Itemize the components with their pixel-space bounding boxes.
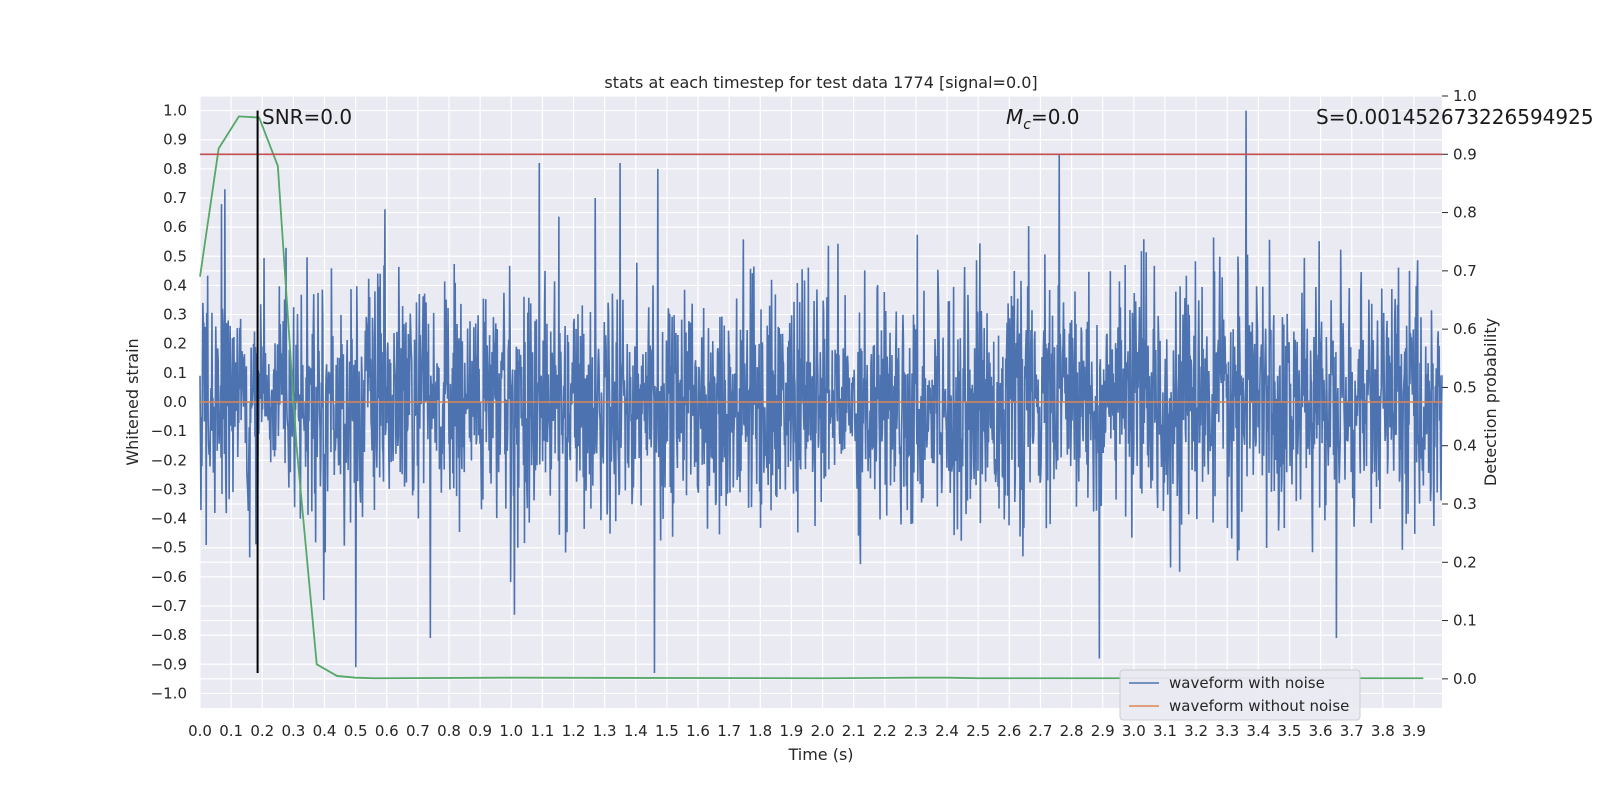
x-tick-label: 0.6	[375, 722, 399, 740]
chart-title: stats at each timestep for test data 177…	[604, 73, 1037, 92]
y2-axis-label: Detection probability	[1481, 318, 1500, 486]
legend-label-clean: waveform without noise	[1169, 697, 1349, 715]
overlay-lines	[200, 110, 1442, 674]
x-tick-labels: 0.0 0.1 0.2 0.3 0.4 0.5 0.6 0.7 0.8 0.9 1.0 1.1 1.2 1…	[188, 722, 1426, 740]
x-tick-label: 1.8	[748, 722, 772, 740]
y-tick-label: 0.5	[163, 247, 187, 265]
x-tick-label: 0.3	[281, 722, 305, 740]
x-tick-label: 1.0	[499, 722, 523, 740]
y-tick-label: −0.6	[151, 568, 187, 586]
y-tick-label: 0.6	[163, 218, 187, 236]
legend: waveform with noise waveform without noi…	[1119, 669, 1361, 721]
x-tick-label: 3.6	[1309, 722, 1333, 740]
x-tick-label: 3.2	[1184, 722, 1208, 740]
y-tick-label: −0.8	[151, 626, 187, 644]
y2-tick-label: 0.5	[1453, 378, 1477, 396]
y-tick-label: −0.9	[151, 655, 187, 673]
y2-tick-label: 0.3	[1453, 495, 1477, 513]
y2-tick-label: 0.2	[1453, 553, 1477, 571]
x-tick-label: 2.3	[904, 722, 928, 740]
y2-tick-label: 0.4	[1453, 437, 1477, 455]
x-tick-label: 0.7	[406, 722, 430, 740]
x-tick-label: 1.4	[624, 722, 648, 740]
y-tick-label: 0.0	[163, 393, 187, 411]
x-tick-label: 1.5	[655, 722, 679, 740]
y-tick-label: 0.4	[163, 276, 187, 294]
x-tick-label: 3.5	[1278, 722, 1302, 740]
x-tick-label: 3.3	[1215, 722, 1239, 740]
y2-tick-label: 0.7	[1453, 262, 1477, 280]
x-tick-label: 0.9	[468, 722, 492, 740]
y-tick-label: 1.0	[163, 102, 187, 120]
y-tick-label: 0.8	[163, 160, 187, 178]
x-axis-label: Time (s)	[787, 745, 853, 764]
y-tick-label: −0.7	[151, 597, 187, 615]
y-tick-label: −0.1	[151, 422, 187, 440]
x-tick-label: 0.2	[250, 722, 274, 740]
y-tick-label: 0.1	[163, 364, 187, 382]
x-tick-label: 3.9	[1402, 722, 1426, 740]
y-tick-label: −0.4	[151, 510, 187, 528]
x-tick-label: 2.6	[997, 722, 1021, 740]
x-tick-label: 1.7	[717, 722, 741, 740]
y-tick-label: 0.3	[163, 306, 187, 324]
x-tick-label: 1.3	[593, 722, 617, 740]
y-axis-label: Whitened strain	[123, 338, 142, 465]
annotation-s: S=0.00145267322659492​5	[1316, 105, 1594, 129]
x-tick-label: 1.9	[779, 722, 803, 740]
x-tick-label: 2.0	[811, 722, 835, 740]
x-tick-label: 1.2	[562, 722, 586, 740]
x-tick-label: 2.8	[1060, 722, 1084, 740]
x-tick-label: 3.7	[1340, 722, 1364, 740]
y2-tick-label: 0.0	[1453, 670, 1477, 688]
y2-tick-label: 0.6	[1453, 320, 1477, 338]
annotation-mc-sub: c	[1023, 117, 1031, 133]
x-tick-label: 0.0	[188, 722, 212, 740]
y-tick-label: −0.5	[151, 539, 187, 557]
x-tick-label: 3.0	[1122, 722, 1146, 740]
x-tick-label: 2.7	[1029, 722, 1053, 740]
y-tick-label: 0.9	[163, 131, 187, 149]
annotation-mc-symbol: M	[1006, 105, 1023, 129]
x-tick-label: 2.1	[842, 722, 866, 740]
y2-tick-label: 0.9	[1453, 145, 1477, 163]
y2-tick-labels: 1.0 0.9 0.8 0.7 0.6 0.5 0.4 0.3 0.2 0.1 0.0	[1442, 87, 1477, 688]
series-detection-probability	[199, 115, 1424, 680]
x-tick-label: 2.2	[873, 722, 897, 740]
x-tick-label: 0.1	[219, 722, 243, 740]
x-tick-label: 2.4	[935, 722, 959, 740]
x-tick-label: 2.9	[1091, 722, 1115, 740]
legend-label-noise: waveform with noise	[1169, 674, 1325, 692]
x-tick-label: 1.1	[530, 722, 554, 740]
y-tick-label: 0.7	[163, 189, 187, 207]
series-waveform-with-noise	[199, 110, 1443, 674]
y-tick-label: −0.3	[151, 480, 187, 498]
y2-tick-label: 0.8	[1453, 204, 1477, 222]
x-tick-label: 1.6	[686, 722, 710, 740]
x-tick-label: 2.5	[966, 722, 990, 740]
y2-tick-label: 1.0	[1453, 87, 1477, 105]
x-tick-label: 3.4	[1246, 722, 1270, 740]
y-tick-label: −0.2	[151, 451, 187, 469]
y2-tick-label: 0.1	[1453, 612, 1477, 630]
legend-box	[1119, 669, 1361, 721]
y-tick-label: 0.2	[163, 335, 187, 353]
x-tick-label: 3.1	[1153, 722, 1177, 740]
annotation-snr: SNR=0.0	[262, 105, 352, 129]
x-tick-label: 0.4	[313, 722, 337, 740]
annotation-mc-value: =0.0	[1031, 105, 1080, 129]
x-tick-label: 0.8	[437, 722, 461, 740]
noise-waveform-line	[199, 110, 1443, 674]
y-tick-labels: 1.0 0.9 0.8 0.7 0.6 0.5 0.4 0.3 0.2 0.1 0.0 −0.1 −0.…	[151, 102, 187, 703]
x-tick-label: 3.8	[1371, 722, 1395, 740]
annotation-mc: Mc=0.0	[1006, 105, 1080, 133]
y-tick-label: −1.0	[151, 684, 187, 702]
probability-line	[199, 115, 1424, 680]
x-tick-label: 0.5	[344, 722, 368, 740]
